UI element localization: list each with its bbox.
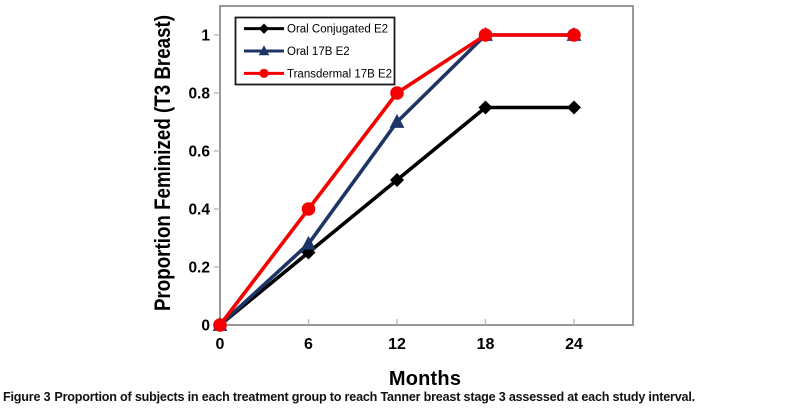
x-tick-label: 24 [565,336,583,353]
series-marker-transdermal-17b-e2 [478,28,493,42]
legend-marker-diamond [258,23,270,34]
x-tick-label: 18 [477,336,495,353]
legend-marker-triangle [258,45,270,56]
series-marker-oral-17b-e2 [301,235,316,250]
legend: Oral Conjugated E2 Oral 17B E2 Transdermal… [234,16,396,86]
y-tick-label: 0.6 [188,144,210,161]
legend-item-oral-conjugated-e2: Oral Conjugated E2 [244,23,388,36]
series-marker-oral-conjugated-e2 [390,173,404,187]
y-tick-label: 1 [201,28,210,45]
series-marker-transdermal-17b-e2 [567,28,581,42]
legend-label: Oral Conjugated E2 [287,24,388,36]
y-axis-title: Proportion Feminized (T3 Breast) [150,15,175,311]
series-line-oral-conjugated-e2 [218,105,574,327]
y-tick-label: 0.4 [188,202,210,219]
legend-item-transdermal-17b-e2: Transdermal 17B E2 [244,68,392,80]
series-marker-transdermal-17b-e2 [390,86,404,100]
plot-frame [219,5,634,326]
x-tick-label: 6 [304,336,313,353]
y-tick-label: 0.8 [188,86,210,103]
plot-area: 0 0.2 0.4 0.6 0.8 1 0 6 12 18 24 Oral Conjugated E2… [188,5,634,353]
series-marker-oral-conjugated-e2 [567,100,581,115]
x-tick-label: 0 [216,336,225,353]
y-tick-label: 0 [201,318,210,335]
x-axis-title: Months [389,368,461,390]
series-marker-oral-conjugated-e2 [478,100,493,115]
legend-label: Oral 17B E2 [287,46,350,58]
y-tick-label: 0.2 [188,260,210,277]
x-tick-label: 12 [388,336,406,353]
legend-marker-circle [259,68,269,78]
series-marker-oral-17b-e2 [389,114,405,128]
figure-caption-label: Figure 3 [3,390,51,404]
legend-label: Transdermal 17B E2 [287,68,392,80]
series-marker-transdermal-17b-e2 [301,202,316,216]
figure-caption: Figure 3 Proportion of subjects in each t… [3,390,793,404]
legend-item-oral-17b-e2: Oral 17B E2 [244,45,350,58]
series-marker-transdermal-17b-e2 [213,318,227,332]
figure-caption-text: Proportion of subjects in each treatment… [54,390,695,404]
